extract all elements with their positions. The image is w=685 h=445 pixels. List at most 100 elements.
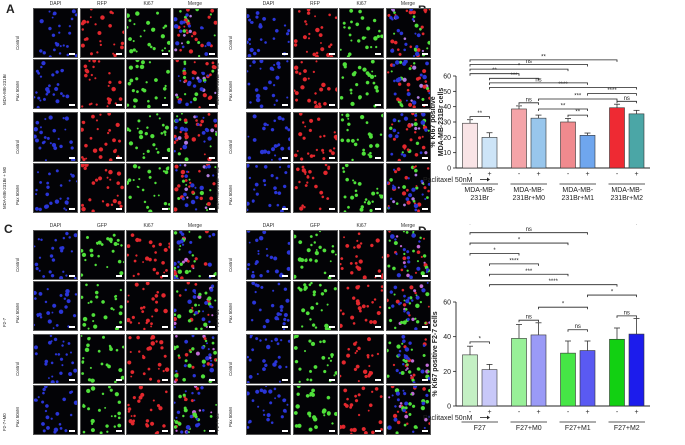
treatment-sign: + [487,171,491,178]
significance-label: ns [526,315,532,321]
y-axis-label: % Ki67 positive F2-7 cells [432,311,439,396]
scale-bar [375,103,381,106]
scale-bar [115,156,122,159]
micrograph-tile-ki67 [339,230,384,280]
scale-bar [115,207,122,210]
significance-bracket [489,263,539,266]
scale-bar [328,156,335,159]
significance-label: **** [549,279,559,285]
scale-bar [69,274,75,277]
significance-bracket [469,253,520,256]
significance-label: * [518,64,521,70]
scale-bar [208,103,215,106]
micrograph-tile-merge [385,230,431,280]
significance-bracket [518,102,539,105]
group-label: F2-7+M0 [2,412,7,431]
y-tick-label: 0 [447,404,451,411]
micrograph-tile-gfp [292,334,338,384]
micrograph-tile-merge [172,281,218,331]
scale-bar [208,429,215,432]
group-label: F2-7 [2,317,7,327]
row-label: Control [15,257,20,272]
scale-bar [375,207,381,210]
micrograph-tile-merge [385,281,431,331]
micrograph-tile-dapi [33,281,78,331]
micrograph-tile-ki67 [126,112,171,162]
micrograph-tile-dapi [246,334,291,384]
significance-label: * [493,248,496,254]
treatment-sign: - [518,171,521,178]
micrograph-tile-dapi [33,334,78,384]
scale-bar [208,274,215,277]
group-label: F27+M1 [565,425,591,432]
micrograph-tile-ki67 [126,334,171,384]
group-label: 231Br [470,195,489,202]
micrograph-tile-dapi [246,59,291,109]
significance-label: **** [509,258,519,264]
scale-bar [69,156,75,159]
treatment-label: Paclitaxel 50nM [423,177,473,184]
significance-label: *** [510,73,518,79]
significance-bracket [567,114,588,118]
micrograph-tile-gfp [292,281,338,331]
scale-bar [375,156,381,159]
treatment-sign: - [567,171,570,178]
significance-label: ns [526,227,532,233]
treatment-sign: + [536,409,540,416]
micrograph-tile-merge [172,385,218,435]
treatment-sign: - [469,409,472,416]
row-label: Control [15,139,20,154]
micrograph-tile-merge [385,334,431,384]
scale-bar [375,378,381,381]
significance-label: ** [541,54,546,60]
group-label: MDA-MB-231Br + M0 [2,166,7,209]
treatment-sign: + [536,171,540,178]
scale-bar [328,103,335,106]
scale-bar [421,156,428,159]
row-label: Control [228,257,233,272]
y-tick-label: 20 [443,369,451,376]
y-tick-label: 40 [443,104,451,111]
bar [628,113,645,169]
chart-d: 0 20 40 60 % Ki67 positive F2-7 cells - + - + - + -… [423,224,650,432]
micrograph-tile-merge [172,8,218,58]
scale-bar [162,325,168,328]
significance-label: ** [575,110,580,116]
group-label: MDA-MB-231Br [2,73,7,105]
row-label: Control [228,35,233,50]
row-label: Control [228,139,233,154]
row-label: Pax 50nM [228,302,233,323]
treatment-sign: - [616,409,619,416]
row-label: Control [15,35,20,50]
bar [560,121,576,169]
bar [530,117,547,169]
bar [628,333,645,407]
scale-bar [282,156,288,159]
significance-bracket [489,77,539,81]
significance-label: ns [526,59,532,65]
micrograph-tile-dapi [246,385,291,435]
micrograph-tile-merge [385,8,431,58]
treatment-sign: + [585,171,589,178]
scale-bar [375,429,381,432]
significance-label: ns [624,310,630,316]
micrograph-panel-c-left: DAPI GFP Ki67 Merge F2-7 Control Pax 50nM F2-7+… [0,222,218,444]
significance-label: **** [558,82,568,88]
micrograph-tile-merge [172,163,218,213]
y-axis-label: % Ki67 positiveMDA-MB-231Br cells [430,88,445,157]
micrograph-panel-a-right: DAPI RFP Ki67 Merge MDA-MB-231Br + M1 Control… [208,0,431,220]
scale-bar [69,103,75,106]
treatment-arrowhead [487,415,490,420]
scale-bar [115,325,122,328]
y-tick-label: 40 [443,334,451,341]
micrograph-tile-ki67 [126,59,171,109]
significance-label: ** [561,103,566,109]
significance-label: ** [492,68,497,74]
y-tick-label: 0 [447,166,451,173]
micrograph-tile-ki67 [339,8,384,58]
scale-bar [69,325,75,328]
micrograph-tile-dapi [246,230,291,280]
significance-bracket [587,294,637,298]
bar [462,354,478,407]
micrograph-tile-ki67 [126,281,171,331]
